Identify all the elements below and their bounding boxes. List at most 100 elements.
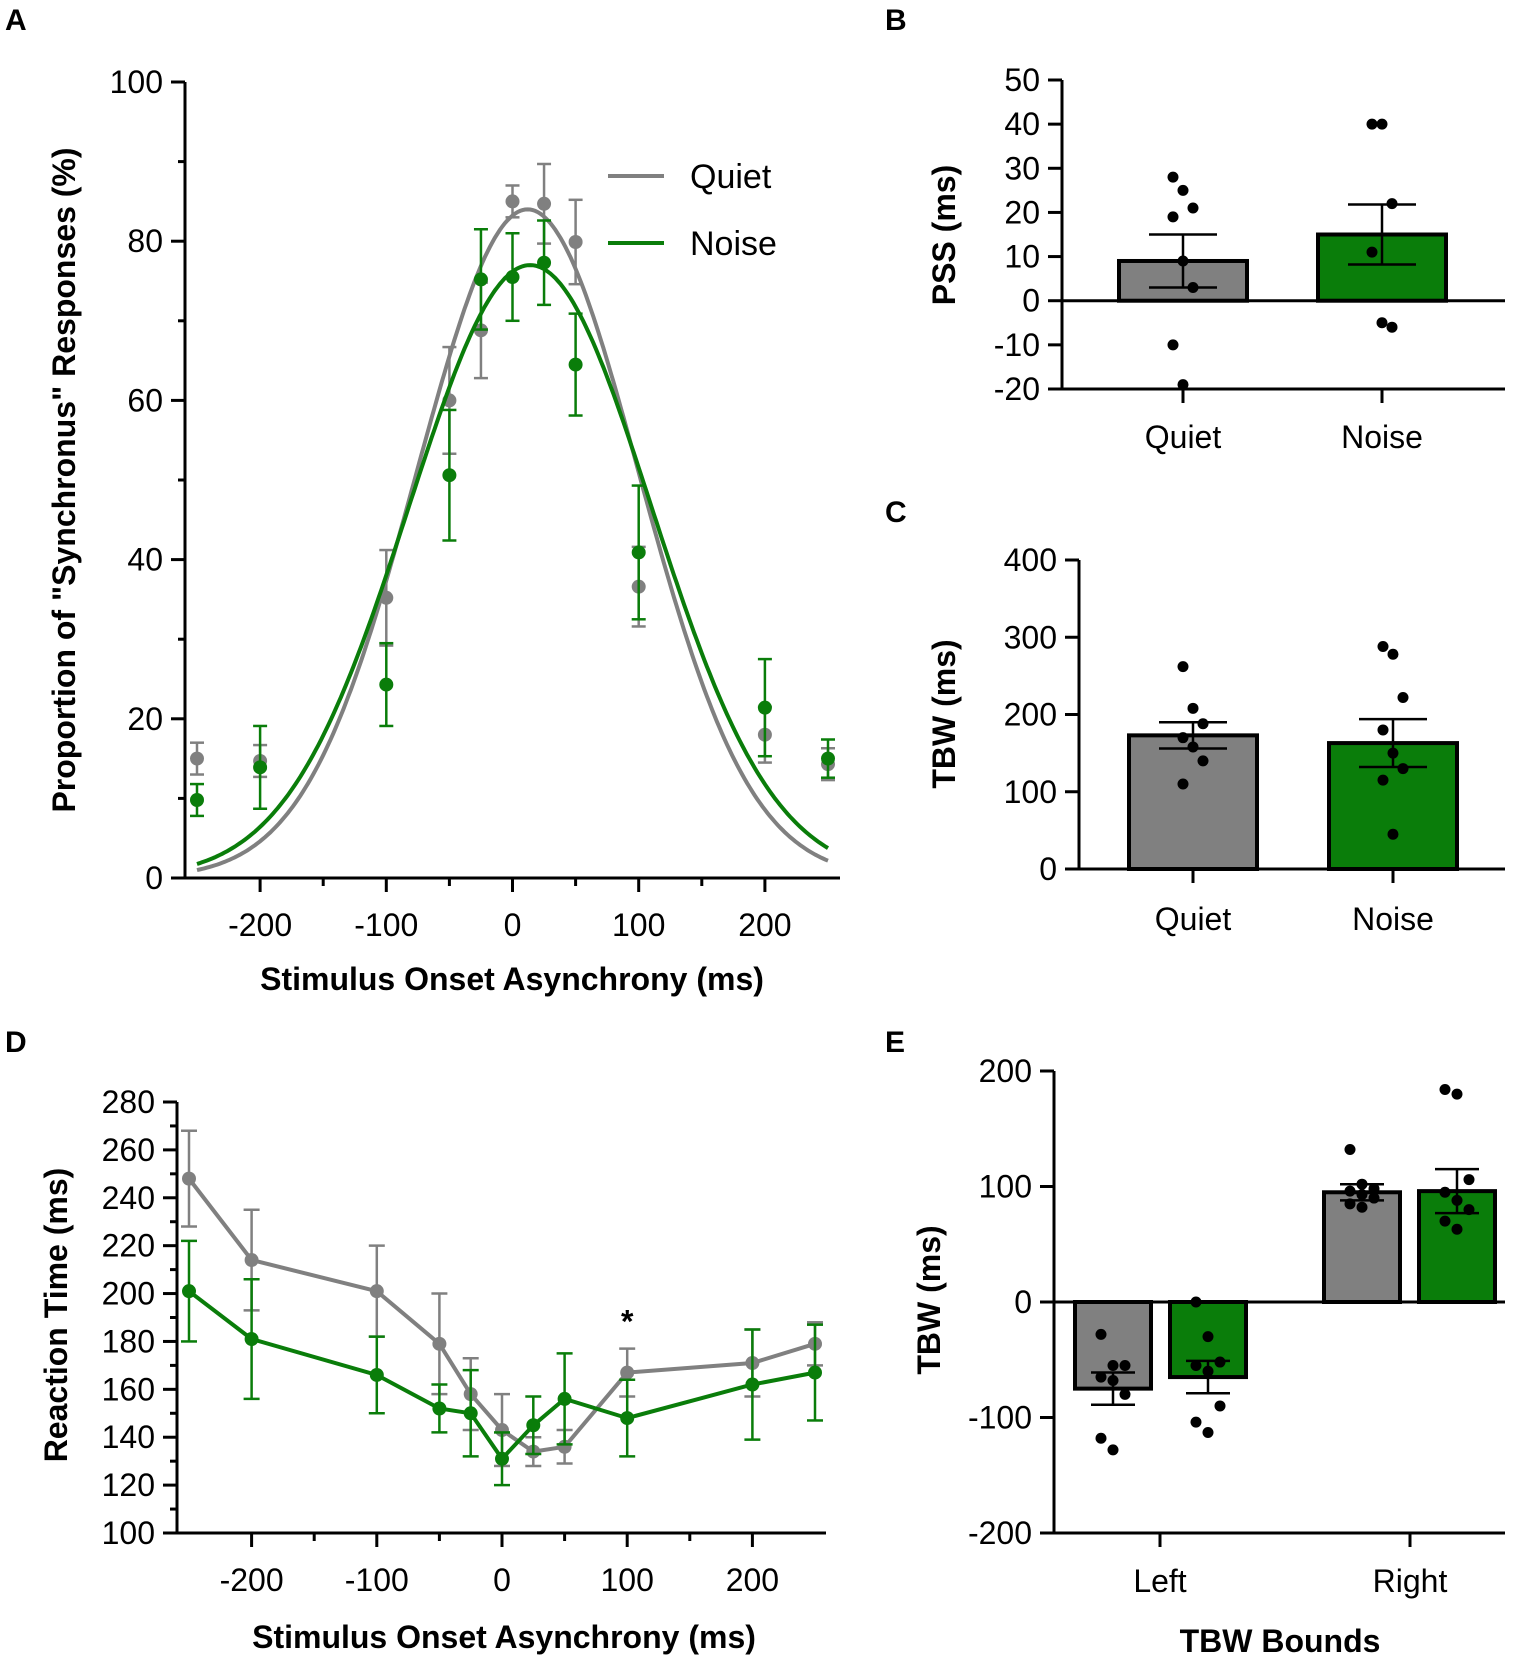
subject-point-noise: [1202, 1427, 1214, 1439]
subject-point-quiet: [1344, 1198, 1356, 1210]
data-point-noise: [432, 1401, 447, 1416]
subject-point-noise: [1387, 648, 1399, 660]
subject-point-noise: [1439, 1083, 1451, 1095]
y-tick-label: 30: [1004, 150, 1040, 186]
subject-point-quiet: [1187, 741, 1199, 753]
data-point-quiet: [537, 196, 552, 211]
x-tick-label: 0: [504, 907, 522, 943]
data-point-quiet: [568, 234, 583, 249]
subject-point-noise: [1463, 1174, 1475, 1186]
panel-d-reaction-time-chart: 100 120 140 160 180 200 220 240 260 280 -200 -100 0 1…: [38, 1084, 826, 1655]
data-point-noise: [473, 272, 488, 287]
subject-point-quiet: [1197, 755, 1209, 767]
fit-curve-noise: [196, 263, 830, 866]
y-tick-label: -200: [968, 1515, 1032, 1551]
subject-point-noise: [1190, 1416, 1202, 1428]
x-tick-label: -200: [220, 1562, 284, 1598]
y-tick-label: -20: [994, 371, 1040, 407]
subject-point-noise: [1451, 1088, 1463, 1100]
data-point-noise: [620, 1411, 635, 1426]
subject-point-quiet: [1177, 661, 1189, 673]
subject-point-noise: [1377, 641, 1389, 653]
subject-point-quiet: [1107, 1444, 1119, 1456]
x-tick-label: -100: [354, 907, 418, 943]
panel-a-psychometric-chart: 0 20 40 60 80 100 -200 -100 0 100 200 Stimulus Onse…: [46, 64, 840, 997]
data-point-noise: [757, 700, 772, 715]
subject-point-quiet: [1344, 1185, 1356, 1197]
category-label-quiet: Quiet: [1155, 901, 1232, 937]
data-point-noise: [808, 1365, 822, 1380]
y-tick-label: 0: [1014, 1284, 1032, 1320]
data-point-quiet: [244, 1253, 259, 1268]
panel-c-tbw-bar-chart: 0 100 200 300 400 Quiet Noise TBW (ms): [926, 542, 1505, 937]
data-point-noise: [379, 677, 394, 692]
y-axis-title: PSS (ms): [926, 165, 962, 305]
data-point-quiet: [379, 590, 394, 605]
panel-b-pss-bar-chart: -20 -10 0 10 20 30 40 50 Quiet Noise PSS (ms): [926, 62, 1505, 455]
significance-asterisk: *: [621, 1303, 634, 1339]
subject-point-quiet: [1095, 1371, 1107, 1383]
y-tick-label: 240: [102, 1180, 155, 1216]
x-axis-title: Stimulus Onset Asynchrony (ms): [260, 961, 764, 997]
data-point-noise: [505, 270, 520, 285]
subject-point-noise: [1386, 321, 1398, 333]
x-tick-label: -200: [228, 907, 292, 943]
panel-label-c: C: [885, 496, 907, 529]
x-tick-label: -100: [345, 1562, 409, 1598]
subject-point-noise: [1387, 828, 1399, 840]
y-tick-label: 300: [1004, 619, 1057, 655]
subject-point-noise: [1439, 1215, 1451, 1227]
subject-point-noise: [1451, 1194, 1463, 1206]
data-point-noise: [463, 1406, 478, 1421]
data-point-noise: [568, 357, 583, 372]
y-axis-title: Proportion of "Synchronus" Responses (%): [46, 147, 82, 812]
data-point-quiet: [505, 194, 520, 209]
subject-point-quiet: [1095, 1328, 1107, 1340]
y-tick-label: 260: [102, 1132, 155, 1168]
legend-label-quiet: Quiet: [690, 158, 772, 196]
y-tick-label: 40: [1004, 106, 1040, 142]
subject-point-noise: [1202, 1331, 1214, 1343]
subject-point-quiet: [1187, 281, 1199, 293]
panel-label-d: D: [5, 1026, 27, 1059]
x-axis-title: TBW Bounds: [1180, 1623, 1381, 1659]
y-tick-label: 40: [127, 542, 163, 578]
data-point-quiet: [369, 1284, 384, 1299]
data-point-noise: [821, 751, 835, 766]
subject-point-noise: [1190, 1296, 1202, 1308]
panel-label-a: A: [5, 4, 27, 37]
panel-label-b: B: [885, 4, 907, 37]
data-point-noise: [253, 760, 268, 775]
data-point-noise: [631, 545, 646, 560]
subject-point-quiet: [1356, 1178, 1368, 1190]
y-tick-label: 180: [102, 1323, 155, 1359]
subject-point-quiet: [1356, 1201, 1368, 1213]
subject-point-noise: [1366, 118, 1378, 130]
subject-point-quiet: [1095, 1432, 1107, 1444]
category-label-noise: Noise: [1341, 419, 1423, 455]
subject-point-noise: [1376, 118, 1388, 130]
y-tick-label: 0: [1039, 851, 1057, 887]
y-tick-label: 60: [127, 382, 163, 418]
subject-point-noise: [1397, 763, 1409, 775]
subject-point-quiet: [1167, 211, 1179, 223]
data-point-noise: [190, 792, 204, 807]
subject-point-noise: [1377, 724, 1389, 736]
subject-point-noise: [1397, 692, 1409, 704]
subject-point-quiet: [1177, 255, 1189, 267]
y-tick-label: 220: [102, 1228, 155, 1264]
y-tick-label: 280: [102, 1084, 155, 1120]
subject-point-noise: [1377, 774, 1389, 786]
y-tick-label: 400: [1004, 542, 1057, 578]
subject-point-quiet: [1167, 171, 1179, 183]
y-tick-label: 200: [979, 1053, 1032, 1089]
y-tick-label: 0: [145, 860, 163, 896]
data-point-noise: [495, 1451, 509, 1466]
data-point-noise: [557, 1391, 572, 1406]
subject-point-quiet: [1167, 339, 1179, 351]
data-point-noise: [526, 1418, 541, 1433]
y-tick-label: -10: [994, 327, 1040, 363]
data-point-quiet: [182, 1171, 196, 1186]
subject-point-noise: [1439, 1186, 1451, 1198]
